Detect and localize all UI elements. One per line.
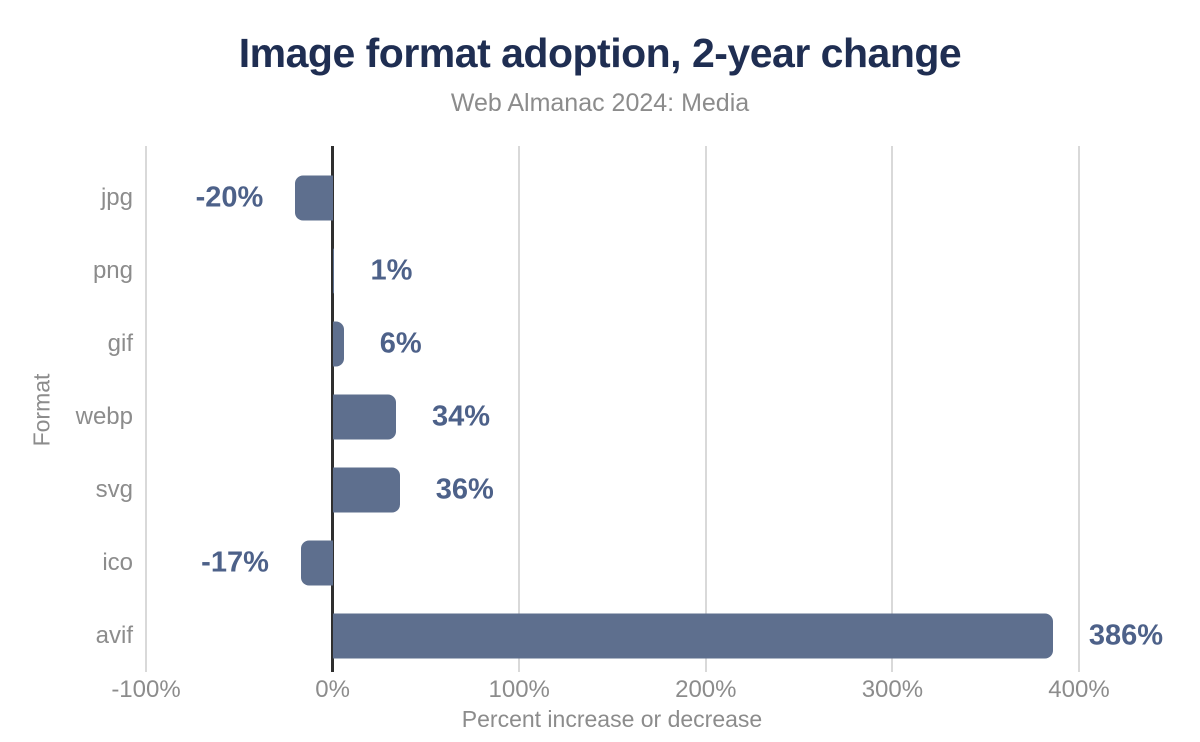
gridline-100 <box>518 146 521 672</box>
category-label-gif: gif <box>107 329 133 357</box>
x-axis-ticks: -100% 0% 100% 200% 300% 400% <box>111 676 1186 706</box>
category-axis: jpg png gif webp svg ico avif <box>0 161 133 672</box>
bar-jpg <box>295 175 333 220</box>
category-label-avif: avif <box>95 621 133 649</box>
value-label-ico: -17% <box>201 546 269 578</box>
value-label-jpg: -20% <box>195 181 264 213</box>
category-label-svg: svg <box>95 475 133 503</box>
chart-subtitle: Web Almanac 2024: Media <box>450 89 750 117</box>
value-label-png: 1% <box>370 254 413 286</box>
bar-svg <box>332 467 400 512</box>
bar-row-jpg: -20% <box>146 161 1186 234</box>
category-label-webp: webp <box>75 402 133 430</box>
value-label-avif: 386% <box>1088 619 1164 651</box>
chart-title: Image format adoption, 2-year change <box>238 30 962 76</box>
gridline-400 <box>1078 146 1080 672</box>
bar-row-avif: 386% <box>146 599 1186 672</box>
bar-ico <box>300 540 333 585</box>
x-tick-400: 400% <box>1048 676 1110 703</box>
category-label-jpg: jpg <box>100 183 133 211</box>
bar-avif <box>332 613 1053 658</box>
bar-row-ico: -17% <box>146 526 1186 599</box>
x-tick-200: 200% <box>675 676 737 703</box>
bar-row-webp: 34% <box>146 380 1186 453</box>
x-tick-minus100: -100% <box>111 676 181 703</box>
gridline-minus100 <box>145 146 147 672</box>
x-tick-100: 100% <box>488 676 550 703</box>
bar-row-svg: 36% <box>146 453 1186 526</box>
gridline-200 <box>704 146 707 672</box>
category-label-png: png <box>92 256 133 284</box>
bar-webp <box>332 394 397 439</box>
x-tick-0: 0% <box>315 676 350 703</box>
plot-area: -20% 1% 6% 34% 36% -17% <box>145 146 1186 672</box>
bar-gif <box>332 321 344 366</box>
value-label-gif: 6% <box>379 327 422 359</box>
gridline-300 <box>891 146 894 672</box>
bar-rows: -20% 1% 6% 34% 36% -17% <box>146 161 1186 672</box>
category-label-ico: ico <box>102 548 133 576</box>
bar-row-gif: 6% <box>146 307 1186 380</box>
bar-row-png: 1% <box>146 234 1186 307</box>
value-label-webp: 34% <box>432 400 491 432</box>
value-label-svg: 36% <box>435 473 494 505</box>
x-tick-300: 300% <box>861 676 924 703</box>
bar-png <box>332 248 335 293</box>
x-axis-title: Percent increase or decrease <box>461 706 763 732</box>
